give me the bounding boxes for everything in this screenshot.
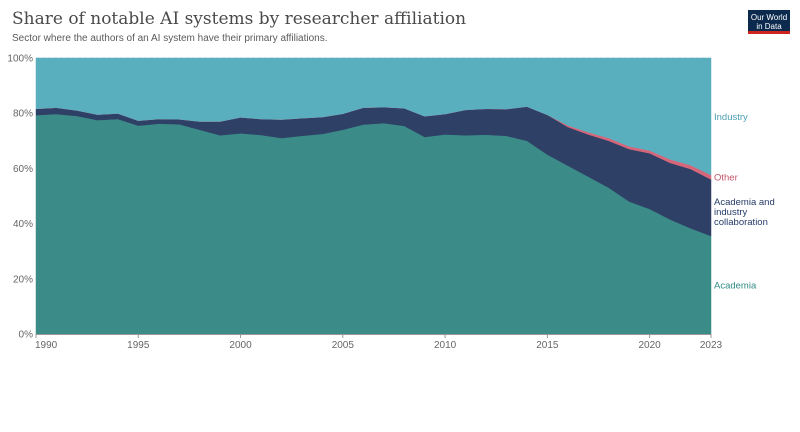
logo-line-1: Our World xyxy=(750,13,788,22)
y-axis: 0% 20% 40% 60% 80% 100% xyxy=(7,54,33,341)
x-tick-label: 1995 xyxy=(127,340,150,351)
logo-line-2: in Data xyxy=(756,22,782,31)
y-tick-label: 40% xyxy=(13,219,33,230)
x-axis: 1990 1995 2000 2005 2010 2015 2020 2023 xyxy=(35,334,723,351)
x-tick-label: 2005 xyxy=(332,340,355,351)
y-tick-label: 80% xyxy=(13,109,33,120)
x-tick-label: 2020 xyxy=(639,340,662,351)
y-tick-label: 60% xyxy=(13,164,33,175)
series-label-other: Other xyxy=(714,173,738,184)
x-tick-label: 2000 xyxy=(229,340,252,351)
x-tick-label: 2010 xyxy=(434,340,457,351)
owid-logo[interactable]: Our World in Data xyxy=(748,10,790,34)
x-tick-label: 2023 xyxy=(700,340,723,351)
series-label-industry: Industry xyxy=(714,112,748,123)
area-industry[interactable] xyxy=(35,57,712,176)
chart-title: Share of notable AI systems by researche… xyxy=(12,9,467,29)
y-tick-label: 100% xyxy=(7,54,33,65)
area-layers xyxy=(35,57,712,335)
chart-subtitle: Sector where the authors of an AI system… xyxy=(12,33,328,44)
series-labels: Academia Academia and industry collaboratio… xyxy=(714,112,775,291)
y-tick-label: 0% xyxy=(19,330,34,341)
series-label-academia-and-industry-collaboration: Academia and industry collaboration xyxy=(714,197,775,228)
series-label-academia: Academia xyxy=(714,281,757,292)
x-tick-label: 1990 xyxy=(35,340,58,351)
y-tick-label: 20% xyxy=(13,274,33,285)
x-tick-label: 2015 xyxy=(536,340,559,351)
